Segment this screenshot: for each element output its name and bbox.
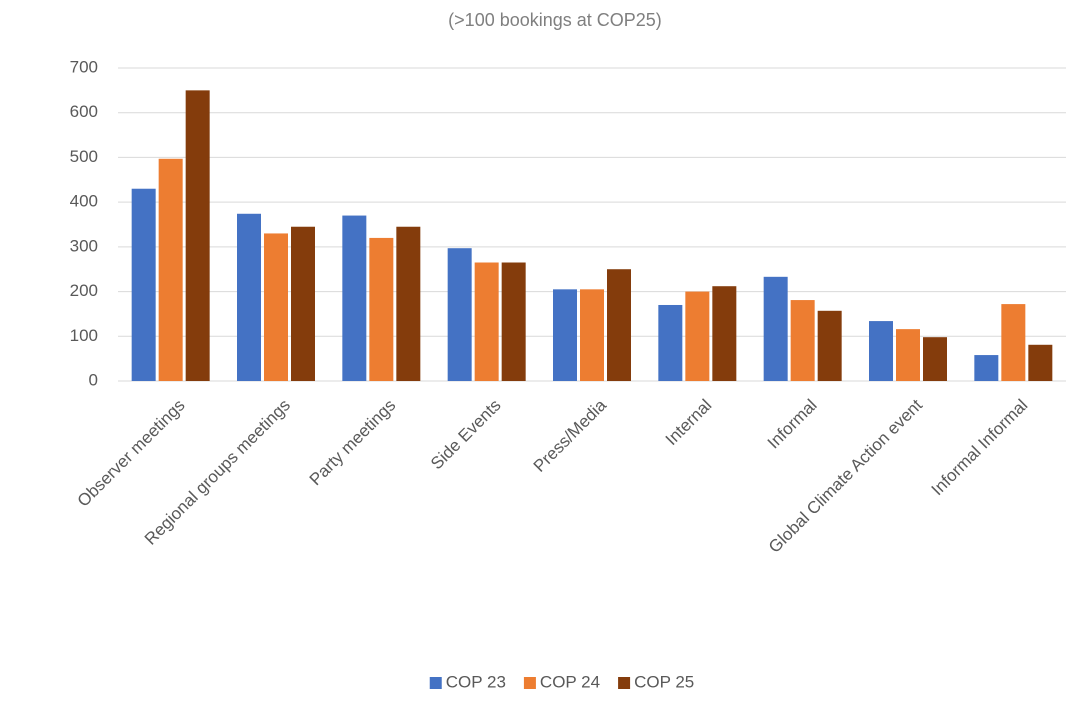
- bar: [264, 233, 288, 381]
- bar: [923, 337, 947, 381]
- bar: [607, 269, 631, 381]
- y-tick-label: 400: [70, 192, 98, 211]
- bar: [869, 321, 893, 381]
- legend-swatch: [429, 677, 442, 689]
- x-tick-label: Side Events: [427, 396, 505, 474]
- bar: [447, 248, 472, 381]
- legend-label: COP 25: [634, 672, 694, 691]
- y-tick-label: 0: [89, 370, 98, 389]
- bar: [658, 304, 683, 381]
- x-tick-label: Observer meetings: [74, 396, 189, 511]
- bar: [712, 286, 737, 381]
- legend-swatch: [523, 677, 536, 689]
- legend-label: COP 24: [540, 672, 600, 691]
- bar: [1028, 344, 1053, 381]
- y-tick-label: 300: [70, 236, 98, 255]
- bar: [817, 310, 842, 381]
- bar: [369, 237, 394, 381]
- bar: [474, 262, 499, 381]
- bar: [237, 213, 261, 381]
- bar: [763, 276, 788, 381]
- bar: [553, 289, 577, 381]
- x-tick-label: Internal: [662, 396, 716, 450]
- bar: [291, 226, 315, 381]
- y-tick-label: 500: [70, 147, 98, 166]
- y-tick-label: 600: [70, 102, 98, 121]
- x-tick-label: Informal: [764, 396, 821, 453]
- bar: [501, 262, 526, 381]
- bar: [396, 226, 421, 381]
- y-tick-label: 200: [70, 281, 98, 300]
- bar: [974, 355, 999, 381]
- chart-subtitle: (>100 bookings at COP25): [448, 10, 662, 30]
- legend-label: COP 23: [446, 672, 506, 691]
- bar: [158, 158, 183, 381]
- y-tick-label: 700: [70, 57, 98, 76]
- bar: [896, 329, 920, 381]
- bar: [580, 289, 604, 381]
- bar: [185, 90, 210, 381]
- bar: [1001, 304, 1026, 381]
- x-tick-label: Press/Media: [530, 395, 611, 476]
- bar: [790, 300, 815, 381]
- legend: COP 23 COP 24 COP 25: [429, 672, 694, 691]
- x-tick-label: Informal Informal: [928, 396, 1032, 500]
- x-tick-label: Party meetings: [306, 396, 400, 490]
- bar: [131, 188, 156, 381]
- bar: [685, 291, 710, 381]
- legend-swatch: [618, 677, 631, 689]
- bar: [342, 215, 367, 381]
- y-tick-label: 100: [70, 326, 98, 345]
